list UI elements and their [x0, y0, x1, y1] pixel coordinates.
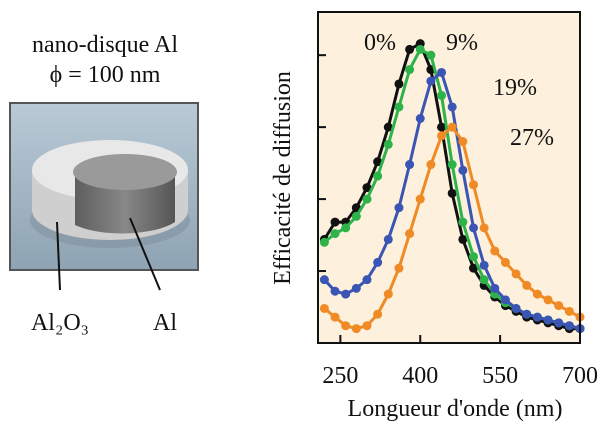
data-point [362, 194, 372, 204]
data-point [458, 137, 468, 147]
data-point [543, 315, 553, 325]
data-point [447, 122, 457, 132]
data-point [468, 223, 478, 233]
data-point [383, 139, 393, 149]
series-label: 9% [446, 30, 478, 56]
data-point [351, 211, 361, 221]
illustration-title: nano-disque Al [32, 32, 178, 58]
data-point [490, 283, 500, 293]
data-point [341, 321, 351, 331]
y-axis-label: Efficacité de diffusion [270, 71, 296, 285]
data-point [373, 157, 383, 167]
data-point [437, 67, 447, 77]
data-point [458, 165, 468, 175]
data-point [373, 309, 383, 319]
data-point [341, 223, 351, 233]
data-point [415, 44, 425, 54]
data-point [330, 312, 340, 322]
pointer [56, 221, 61, 291]
data-point [479, 260, 489, 270]
series-label: 0% [364, 30, 396, 56]
data-point [362, 183, 372, 193]
data-point [554, 301, 564, 311]
data-point [319, 275, 329, 285]
data-point [319, 237, 329, 247]
data-point [468, 263, 478, 273]
data-point [426, 76, 436, 86]
data-point [511, 269, 521, 279]
data-point [458, 217, 468, 227]
data-point [373, 257, 383, 267]
data-point [490, 246, 500, 256]
data-point [394, 102, 404, 112]
data-point [500, 257, 510, 267]
data-point [351, 324, 361, 334]
data-point [415, 113, 425, 123]
data-point [522, 309, 532, 319]
data-point [426, 160, 436, 170]
data-point [426, 50, 436, 60]
data-point [479, 223, 489, 233]
data-point [405, 229, 415, 239]
data-point [373, 171, 383, 181]
plot-frame [317, 11, 581, 344]
data-point [468, 180, 478, 190]
data-point [405, 44, 415, 54]
data-point [330, 229, 340, 239]
x-tick-label: 400 [402, 363, 438, 389]
data-point [394, 203, 404, 213]
series-label: 27% [510, 125, 554, 151]
data-point [468, 252, 478, 262]
data-point [362, 321, 372, 331]
data-point [383, 122, 393, 132]
data-point [437, 131, 447, 141]
data-point [532, 289, 542, 299]
data-point [405, 160, 415, 170]
data-point [341, 289, 351, 299]
data-point [532, 312, 542, 322]
data-point [447, 188, 457, 198]
data-point [564, 306, 574, 316]
data-point [437, 90, 447, 100]
data-point [479, 275, 489, 285]
data-point [511, 303, 521, 313]
data-point [437, 122, 447, 132]
data-point [415, 194, 425, 204]
data-point [543, 295, 553, 305]
data-point [458, 234, 468, 244]
data-point [554, 318, 564, 328]
series-label: 19% [493, 75, 537, 101]
data-point [394, 79, 404, 89]
data-point [319, 303, 329, 313]
data-point [564, 321, 574, 331]
data-point [447, 102, 457, 112]
x-tick-label: 700 [562, 363, 598, 389]
data-point [394, 263, 404, 273]
data-point [330, 286, 340, 296]
shell-label: Al₂O₃ [31, 310, 89, 336]
data-point [351, 283, 361, 293]
data-point [522, 280, 532, 290]
disk-illustration [9, 102, 199, 271]
data-point [447, 160, 457, 170]
data-point [330, 217, 340, 227]
x-axis-label: Longueur d'onde (nm) [348, 396, 563, 422]
illustration-subtitle: ϕ = 100 nm [50, 62, 161, 88]
pointer [129, 217, 161, 291]
data-point [383, 289, 393, 299]
data-point [500, 295, 510, 305]
x-tick-label: 550 [482, 363, 518, 389]
data-point [405, 65, 415, 75]
x-tick-label: 250 [322, 363, 358, 389]
core-label: Al [153, 310, 177, 336]
data-point [362, 275, 372, 285]
data-point [383, 234, 393, 244]
